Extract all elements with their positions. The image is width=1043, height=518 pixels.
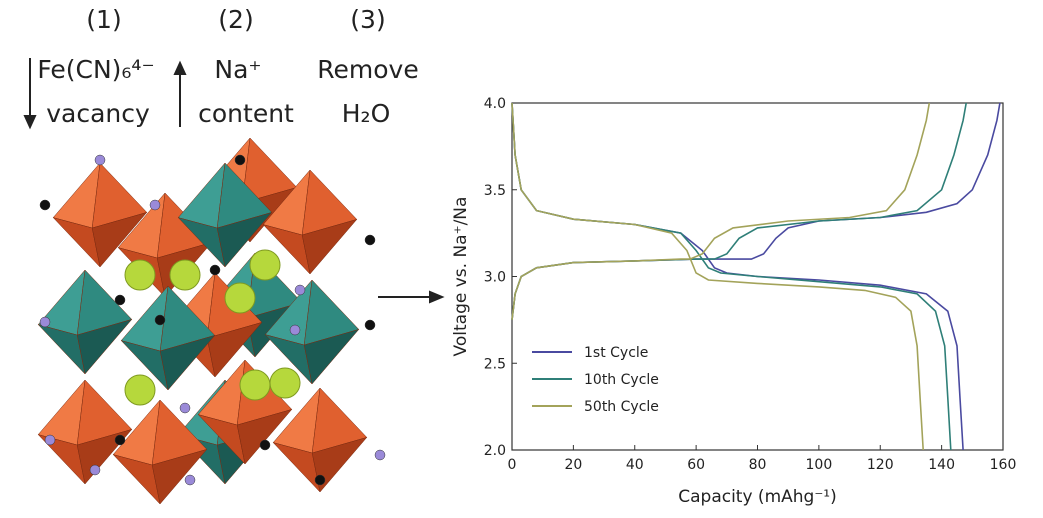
x-tick-label: 140: [928, 457, 955, 473]
x-tick-label: 120: [867, 457, 894, 473]
x-tick-label: 160: [990, 457, 1017, 473]
y-tick-label: 4.0: [484, 96, 506, 112]
x-tick-label: 100: [806, 457, 833, 473]
figure: (1) Fe(CN)₆⁴⁻ vacancy (2) Na⁺ content (3…: [0, 0, 1043, 518]
step-number: (2): [218, 5, 253, 34]
y-tick-label: 3.5: [484, 183, 506, 199]
x-tick-label: 0: [508, 457, 517, 473]
carbon-atom: [155, 315, 165, 325]
y-tick-label: 3.0: [484, 270, 506, 286]
carbon-atom: [40, 200, 50, 210]
step-label: vacancy: [46, 99, 150, 128]
step-number: (3): [350, 5, 385, 34]
sodium-ion: [240, 370, 270, 400]
carbon-atom: [260, 440, 270, 450]
nitrogen-atom: [150, 200, 160, 210]
data-line: [512, 103, 966, 450]
octahedron-face: [178, 163, 225, 228]
x-tick-label: 80: [749, 457, 767, 473]
carbon-atom: [115, 435, 125, 445]
carbon-atom: [315, 475, 325, 485]
octahedron-face: [53, 163, 100, 228]
carbon-atom: [210, 265, 220, 275]
legend-label: 10th Cycle: [584, 372, 659, 388]
step-label: Fe(CN)₆⁴⁻: [37, 55, 154, 84]
sodium-ion: [125, 375, 155, 405]
step-label: Remove: [317, 55, 418, 84]
y-tick-label: 2.0: [484, 443, 506, 459]
nitrogen-atom: [180, 403, 190, 413]
data-line: [512, 103, 929, 450]
nitrogen-atom: [295, 285, 305, 295]
nitrogen-atom: [90, 465, 100, 475]
crystal-structure: [38, 138, 385, 504]
step-label: H₂O: [342, 99, 391, 128]
legend-label: 50th Cycle: [584, 399, 659, 415]
nitrogen-atom: [185, 475, 195, 485]
octahedron-face: [198, 360, 245, 425]
nitrogen-atom: [95, 155, 105, 165]
y-tick-label: 2.5: [484, 356, 506, 372]
sodium-ion: [170, 260, 200, 290]
sodium-ion: [250, 250, 280, 280]
carbon-atom: [235, 155, 245, 165]
step-label: content: [198, 99, 294, 128]
sodium-ion: [225, 283, 255, 313]
step-label: Na⁺: [214, 55, 261, 84]
y-axis-title: Voltage vs. Na⁺/Na: [451, 197, 471, 357]
carbon-atom: [365, 320, 375, 330]
x-tick-label: 60: [687, 457, 705, 473]
x-tick-label: 40: [626, 457, 644, 473]
step-number: (1): [86, 5, 121, 34]
carbon-atom: [115, 295, 125, 305]
nitrogen-atom: [45, 435, 55, 445]
carbon-atom: [365, 235, 375, 245]
nitrogen-atom: [375, 450, 385, 460]
nitrogen-atom: [40, 317, 50, 327]
chart: 0 20 40 60 80 100 120 140 160 2.0 2.5 3.0 3.5 4.0 Capa…: [451, 96, 1016, 507]
legend-label: 1st Cycle: [584, 345, 648, 361]
sodium-ion: [270, 368, 300, 398]
x-axis-title: Capacity (mAhg⁻¹): [678, 487, 837, 507]
nitrogen-atom: [290, 325, 300, 335]
octahedron-face: [38, 380, 85, 445]
sodium-ion: [125, 260, 155, 290]
x-tick-label: 20: [564, 457, 582, 473]
